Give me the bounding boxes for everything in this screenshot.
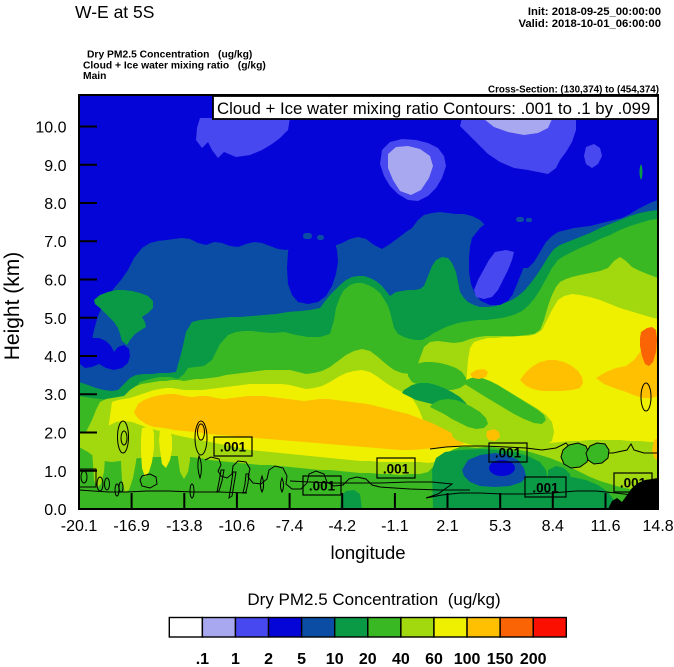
svg-text:200: 200	[520, 651, 547, 667]
svg-text:.001: .001	[620, 476, 647, 491]
svg-text:14.8: 14.8	[643, 518, 674, 535]
svg-text:-20.1: -20.1	[61, 518, 98, 535]
svg-text:0.0: 0.0	[44, 502, 66, 519]
svg-text:-16.9: -16.9	[113, 518, 150, 535]
svg-text:-13.8: -13.8	[166, 518, 203, 535]
svg-text:6.0: 6.0	[44, 273, 66, 290]
svg-text:-4.2: -4.2	[328, 518, 356, 535]
svg-text:Dry PM2.5 Concentration (ug/: Dry PM2.5 Concentration (ug/kg)	[87, 50, 252, 61]
svg-text:Valid: 2018-10-01_06:00:00: Valid: 2018-10-01_06:00:00	[518, 18, 661, 30]
svg-text:Cloud + Ice water mixing ratio: Cloud + Ice water mixing ratio (g/kg)	[83, 61, 266, 72]
svg-text:Dry PM2.5 Concentration (ug/k: Dry PM2.5 Concentration (ug/kg)	[247, 590, 500, 609]
svg-text:.001: .001	[532, 481, 559, 496]
svg-text:5: 5	[297, 651, 306, 667]
svg-text:Cloud + Ice water mixing ratio: Cloud + Ice water mixing ratio Contours:…	[217, 99, 650, 118]
svg-text:5.0: 5.0	[44, 311, 66, 328]
svg-text:10: 10	[326, 651, 344, 667]
svg-text:2.0: 2.0	[44, 426, 66, 443]
svg-text:11.6: 11.6	[591, 518, 621, 535]
svg-text:.001: .001	[309, 479, 336, 494]
svg-text:100: 100	[454, 651, 481, 667]
svg-text:longitude: longitude	[330, 542, 405, 563]
svg-text:.1: .1	[196, 651, 209, 667]
svg-text:2: 2	[264, 651, 273, 667]
svg-text:4.0: 4.0	[44, 349, 66, 366]
svg-text:-10.6: -10.6	[219, 518, 256, 535]
svg-text:3.0: 3.0	[44, 387, 66, 404]
svg-text:60: 60	[425, 651, 443, 667]
svg-text:.001: .001	[220, 440, 247, 455]
svg-text:20: 20	[359, 651, 377, 667]
svg-text:5.3: 5.3	[489, 518, 511, 535]
svg-text:1.0: 1.0	[44, 464, 66, 481]
svg-text:7.0: 7.0	[44, 234, 66, 251]
svg-text:Init: 2018-09-25_00:00:00: Init: 2018-09-25_00:00:00	[528, 6, 661, 18]
svg-text:-7.4: -7.4	[276, 518, 304, 535]
svg-text:-1.1: -1.1	[381, 518, 409, 535]
svg-text:8.4: 8.4	[542, 518, 564, 535]
svg-text:10.0: 10.0	[35, 120, 66, 137]
svg-text:Height (km): Height (km)	[1, 252, 24, 361]
svg-text:2.1: 2.1	[436, 518, 458, 535]
svg-text:150: 150	[487, 651, 514, 667]
svg-text:.001: .001	[383, 462, 410, 477]
svg-text:Cross-Section: (130,374) to (4: Cross-Section: (130,374) to (454,374)	[488, 85, 659, 96]
svg-text:Main: Main	[83, 71, 106, 82]
svg-text:.001: .001	[495, 446, 522, 461]
svg-text:W-E at 5S: W-E at 5S	[75, 2, 154, 22]
svg-text:1: 1	[231, 651, 240, 667]
svg-text:9.0: 9.0	[44, 158, 66, 175]
svg-text:8.0: 8.0	[44, 196, 66, 213]
svg-text:40: 40	[392, 651, 410, 667]
